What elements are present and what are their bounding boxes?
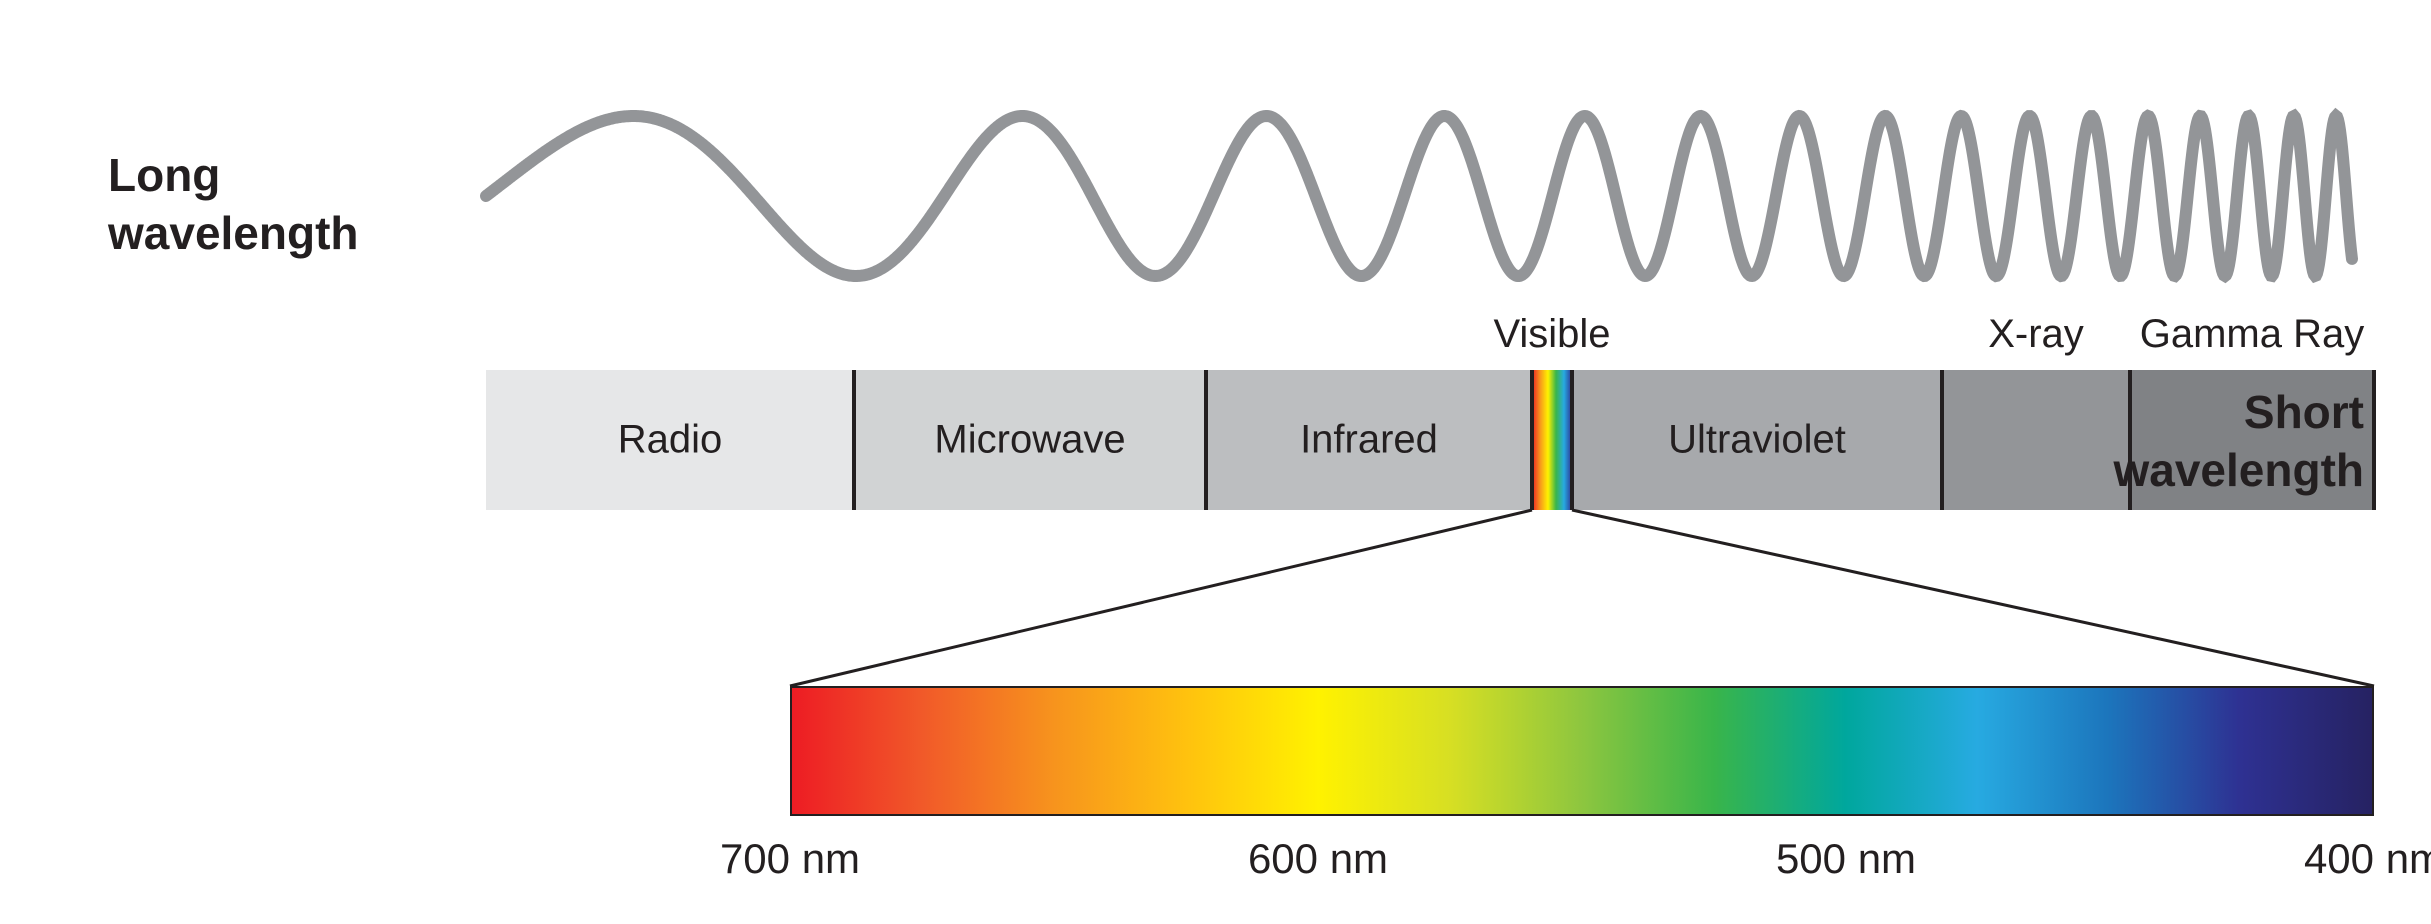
band-label-visible: Visible — [1493, 312, 1610, 357]
short-wavelength-label-2: wavelength — [2014, 443, 2364, 497]
visible-spectrum-bar — [790, 686, 2374, 816]
band-divider — [1204, 370, 1208, 510]
band-visible — [1532, 370, 1572, 510]
short-wavelength-label-1: Short — [2014, 385, 2364, 439]
wavelength-label: 400 nm — [2304, 835, 2431, 883]
wavelength-label: 700 nm — [720, 835, 860, 883]
wavelength-label: 600 nm — [1248, 835, 1388, 883]
band-divider — [1940, 370, 1944, 510]
band-label-infrared: Infrared — [1300, 418, 1438, 463]
band-divider — [1530, 370, 1534, 510]
long-wavelength-label-1: Long — [108, 148, 220, 202]
band-divider — [2372, 370, 2376, 510]
band-label-gamma-ray: Gamma Ray — [2140, 312, 2365, 357]
band-label-radio: Radio — [618, 418, 723, 463]
band-divider — [1570, 370, 1574, 510]
long-wavelength-label-2: wavelength — [108, 206, 359, 260]
wavelength-label: 500 nm — [1776, 835, 1916, 883]
band-label-ultraviolet: Ultraviolet — [1668, 418, 1846, 463]
band-divider — [852, 370, 856, 510]
band-label-microwave: Microwave — [934, 418, 1125, 463]
band-label-x-ray: X-ray — [1988, 312, 2084, 357]
